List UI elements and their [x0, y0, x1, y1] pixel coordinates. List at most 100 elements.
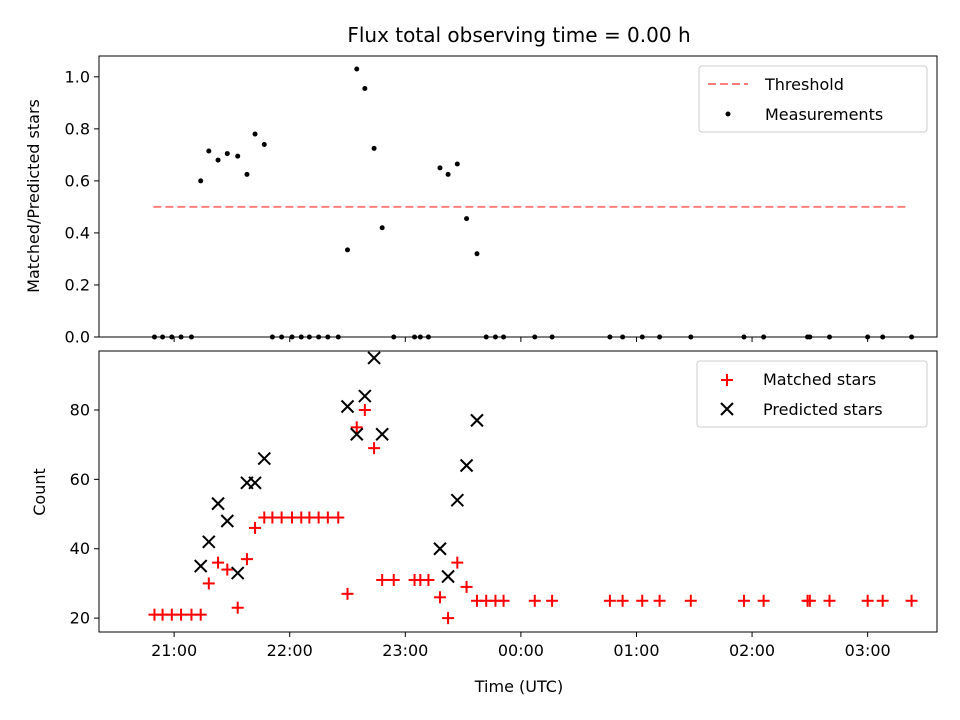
top-y-axis-label: Matched/Predicted stars: [24, 99, 43, 293]
matched-star-point: [451, 556, 464, 569]
measurement-point: [160, 334, 166, 340]
top-legend: Threshold Measurements: [698, 65, 928, 133]
bottom-x-ticks: 21:00 22:00 23:00 00:00 01:00 02:00 03:00: [151, 632, 891, 660]
legend-predicted-label: Predicted stars: [763, 400, 883, 419]
legend-matched-label: Matched stars: [763, 370, 876, 389]
top-y-tick-label: 0.4: [65, 223, 90, 242]
bottom-y-tick-label: 80: [70, 400, 90, 419]
matched-star-point: [231, 601, 244, 614]
measurement-point: [391, 334, 397, 340]
top-y-tick-label: 1.0: [65, 67, 90, 86]
bottom-legend-box: [696, 360, 928, 428]
predicted-star-point: [350, 427, 364, 441]
matched-star-point: [603, 594, 616, 607]
matched-star-point: [757, 594, 770, 607]
measurement-point: [549, 334, 555, 340]
predicted-star-point: [450, 493, 465, 507]
measurement-point: [298, 334, 304, 340]
matched-star-point: [341, 587, 354, 600]
measurement-point: [235, 153, 241, 159]
predicted-star-point: [459, 458, 474, 473]
measurement-point: [252, 131, 258, 137]
matched-star-point: [175, 608, 188, 621]
matched-star-point: [803, 594, 816, 607]
measurement-point: [909, 334, 915, 340]
predicted-star-point: [230, 566, 245, 580]
top-plot-frame: [98, 55, 938, 338]
matched-star-point: [528, 594, 541, 607]
matched-star-point: [616, 594, 629, 607]
bottom-x-tick-label: 22:00: [267, 641, 313, 660]
predicted-star-point: [248, 476, 262, 490]
measurement-point: [532, 334, 538, 340]
predicted-star-point: [257, 451, 271, 466]
predicted-star-point: [470, 413, 484, 428]
predicted-star-point: [340, 399, 355, 414]
matched-star-point: [546, 594, 559, 607]
predicted-star-point: [211, 496, 225, 511]
measurement-point: [306, 334, 312, 340]
matched-star-point: [275, 511, 288, 524]
measurement-point: [261, 141, 267, 147]
predicted-star-point: [367, 351, 381, 365]
matched-star-point: [368, 442, 381, 455]
measurement-point: [412, 334, 418, 340]
bottom-marks: [148, 351, 918, 625]
predicted-star-point: [433, 542, 447, 556]
bottom-x-tick-label: 00:00: [498, 641, 544, 660]
measurement-point: [880, 334, 886, 340]
measurement-point: [639, 334, 645, 340]
bottom-legend: Matched stars Predicted stars: [696, 360, 928, 428]
legend-matched-swatch: [721, 374, 733, 386]
measurement-point: [178, 334, 184, 340]
matched-star-point: [194, 608, 207, 621]
measurement-point: [335, 334, 341, 340]
bottom-x-tick-label: 23:00: [382, 641, 428, 660]
bottom-y-tick-label: 20: [70, 609, 90, 628]
chart-title: Flux total observing time = 0.00 h: [347, 23, 690, 47]
top-y-ticks: 0.0 0.2 0.4 0.6 0.8 1.0: [65, 67, 99, 347]
bottom-plot-frame: [98, 350, 938, 633]
measurement-point: [761, 334, 767, 340]
top-y-tick-label: 0.2: [65, 275, 90, 294]
measurement-point: [325, 334, 331, 340]
predicted-star-point: [358, 389, 372, 403]
measurement-point: [865, 334, 871, 340]
measurement-point: [474, 251, 480, 257]
bottom-y-ticks: 20 40 60 80: [70, 400, 99, 628]
measurement-point: [215, 157, 221, 163]
predicted-star-point: [375, 427, 389, 441]
matched-star-point: [861, 594, 874, 607]
top-y-tick-label: 0.8: [65, 119, 90, 138]
measurement-point: [827, 334, 833, 340]
bottom-x-tick-label: 03:00: [845, 641, 891, 660]
matched-star-point: [387, 573, 400, 586]
legend-measurements-swatch: [725, 111, 731, 117]
matched-star-point: [653, 594, 666, 607]
measurement-point: [316, 334, 322, 340]
measurement-point: [279, 334, 285, 340]
matched-star-point: [321, 511, 334, 524]
matched-star-point: [221, 563, 234, 576]
bottom-x-tick-label: 01:00: [613, 641, 659, 660]
matched-star-point: [497, 594, 510, 607]
measurement-point: [206, 148, 212, 154]
matched-star-point: [212, 556, 225, 569]
measurement-point: [501, 334, 507, 340]
matched-star-point: [460, 580, 473, 593]
predicted-star-point: [220, 514, 235, 528]
matched-star-point: [442, 612, 455, 625]
matched-star-point: [684, 594, 697, 607]
matched-star-point: [240, 553, 253, 566]
measurement-point: [607, 334, 613, 340]
measurement-point: [437, 165, 443, 171]
measurement-point: [417, 334, 423, 340]
measurement-point: [244, 171, 250, 177]
measurement-point: [151, 334, 157, 340]
top-legend-box: [698, 65, 928, 133]
bottom-y-axis-label: Count: [30, 468, 49, 516]
matched-star-point: [876, 594, 889, 607]
measurement-point: [169, 334, 175, 340]
matched-star-point: [737, 594, 750, 607]
bottom-y-tick-label: 40: [70, 539, 90, 558]
